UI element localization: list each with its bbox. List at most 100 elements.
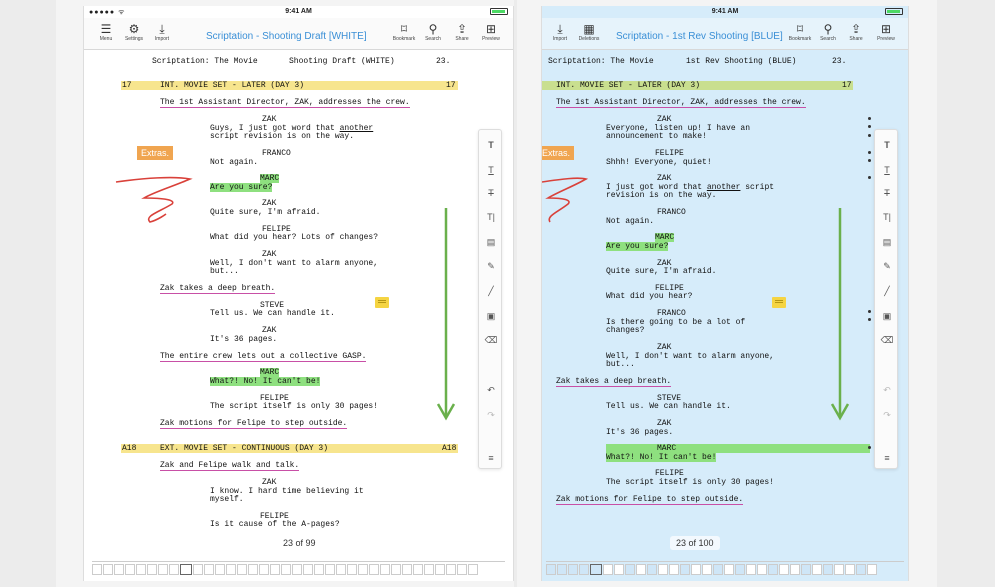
import-button[interactable]: ⤓ Import <box>546 22 574 42</box>
page-thumbnail[interactable] <box>834 564 844 575</box>
page-thumbnail-strip[interactable] <box>92 561 505 575</box>
menu-button[interactable]: ☰ Menu <box>92 22 120 42</box>
strikethrough-tool-icon[interactable]: T <box>488 188 494 198</box>
page-thumbnail[interactable] <box>248 564 258 575</box>
page-thumbnail[interactable] <box>691 564 701 575</box>
green-arrow-annotation[interactable] <box>830 206 850 422</box>
green-arrow-annotation[interactable] <box>436 206 456 422</box>
page-thumbnail[interactable] <box>347 564 357 575</box>
extras-tag[interactable]: Extras. <box>542 146 575 160</box>
page-thumbnail[interactable] <box>790 564 800 575</box>
eraser-tool-icon[interactable]: ⌫ <box>484 335 498 345</box>
page-thumbnail[interactable] <box>702 564 712 575</box>
share-button[interactable]: ⇪ Share <box>448 22 476 42</box>
page-thumbnail[interactable] <box>603 564 613 575</box>
page-thumbnail[interactable] <box>114 564 124 575</box>
page-thumbnail[interactable] <box>136 564 146 575</box>
page-thumbnail[interactable] <box>680 564 690 575</box>
redo-icon[interactable]: ↷ <box>883 410 891 420</box>
page-thumbnail[interactable] <box>402 564 412 575</box>
page-thumbnail[interactable] <box>292 564 302 575</box>
page-thumbnail[interactable] <box>435 564 445 575</box>
undo-icon[interactable]: ↶ <box>487 385 495 395</box>
share-button[interactable]: ⇪ Share <box>842 22 870 42</box>
preview-button[interactable]: ⊞ Preview <box>872 22 900 42</box>
page-thumbnail[interactable] <box>424 564 434 575</box>
page-thumbnail[interactable] <box>413 564 423 575</box>
page-thumbnail[interactable] <box>147 564 157 575</box>
page-thumbnail[interactable] <box>325 564 335 575</box>
page-thumbnail[interactable] <box>281 564 291 575</box>
preview-button[interactable]: ⊞ Preview <box>477 22 505 42</box>
page-thumbnail-strip[interactable] <box>546 561 904 575</box>
page-thumbnail[interactable] <box>336 564 346 575</box>
page-thumbnail[interactable] <box>468 564 478 575</box>
page-thumbnail[interactable] <box>314 564 324 575</box>
page-thumbnail[interactable] <box>457 564 467 575</box>
settings-button[interactable]: ⚙ Settings <box>120 22 148 42</box>
page-thumbnail[interactable] <box>546 564 556 575</box>
scribble-annotation[interactable] <box>542 174 590 226</box>
page-thumbnail[interactable] <box>614 564 624 575</box>
page-thumbnail[interactable] <box>92 564 102 575</box>
page-thumbnail[interactable] <box>204 564 214 575</box>
page-thumbnail[interactable] <box>779 564 789 575</box>
text-tool-icon[interactable]: T <box>884 140 890 150</box>
page-thumbnail[interactable] <box>557 564 567 575</box>
bookmark-button[interactable]: ⌑ Bookmark <box>786 22 814 42</box>
eraser-tool-icon[interactable]: ⌫ <box>880 335 894 345</box>
current-page-thumbnail[interactable] <box>590 564 602 575</box>
page-thumbnail[interactable] <box>823 564 833 575</box>
image-tool-icon[interactable]: ▣ <box>882 311 892 321</box>
page-thumbnail[interactable] <box>125 564 135 575</box>
text-cursor-tool-icon[interactable]: T| <box>487 212 495 222</box>
page-thumbnail[interactable] <box>193 564 203 575</box>
page-thumbnail[interactable] <box>735 564 745 575</box>
drag-handle-icon[interactable]: ≡ <box>884 453 890 463</box>
comment-tool-icon[interactable]: ▤ <box>882 237 892 247</box>
image-tool-icon[interactable]: ▣ <box>486 311 496 321</box>
scribble-annotation[interactable] <box>114 174 194 226</box>
line-tool-icon[interactable]: ╱ <box>884 286 890 296</box>
sticky-note-icon[interactable] <box>375 297 389 308</box>
extras-tag[interactable]: Extras. <box>137 146 174 160</box>
page-thumbnail[interactable] <box>446 564 456 575</box>
page-thumbnail[interactable] <box>169 564 179 575</box>
page-thumbnail[interactable] <box>647 564 657 575</box>
page-thumbnail[interactable] <box>226 564 236 575</box>
pen-tool-icon[interactable]: ✎ <box>883 261 891 271</box>
page-thumbnail[interactable] <box>568 564 578 575</box>
page-thumbnail[interactable] <box>757 564 767 575</box>
page-thumbnail[interactable] <box>845 564 855 575</box>
comment-tool-icon[interactable]: ▤ <box>486 237 496 247</box>
page-thumbnail[interactable] <box>669 564 679 575</box>
text-tool-icon[interactable]: T <box>488 140 494 150</box>
page-thumbnail[interactable] <box>801 564 811 575</box>
page-thumbnail[interactable] <box>391 564 401 575</box>
pen-tool-icon[interactable]: ✎ <box>487 261 495 271</box>
page-thumbnail[interactable] <box>237 564 247 575</box>
underline-text-tool-icon[interactable]: T <box>884 165 890 175</box>
line-tool-icon[interactable]: ╱ <box>488 286 494 296</box>
page-thumbnail[interactable] <box>380 564 390 575</box>
page-thumbnail[interactable] <box>215 564 225 575</box>
page-thumbnail[interactable] <box>658 564 668 575</box>
strikethrough-tool-icon[interactable]: T <box>884 188 890 198</box>
page-thumbnail[interactable] <box>856 564 866 575</box>
underline-text-tool-icon[interactable]: T <box>488 165 494 175</box>
redo-icon[interactable]: ↷ <box>487 410 495 420</box>
page-thumbnail[interactable] <box>713 564 723 575</box>
page-thumbnail[interactable] <box>303 564 313 575</box>
page-thumbnail[interactable] <box>724 564 734 575</box>
page-thumbnail[interactable] <box>369 564 379 575</box>
page-thumbnail[interactable] <box>270 564 280 575</box>
text-cursor-tool-icon[interactable]: T| <box>883 212 891 222</box>
undo-icon[interactable]: ↶ <box>883 385 891 395</box>
bookmark-button[interactable]: ⌑ Bookmark <box>390 22 418 42</box>
search-button[interactable]: ⚲ Search <box>419 22 447 42</box>
deletions-button[interactable]: ▦ Deletions <box>575 22 603 42</box>
page-thumbnail[interactable] <box>636 564 646 575</box>
page-thumbnail[interactable] <box>103 564 113 575</box>
search-button[interactable]: ⚲ Search <box>814 22 842 42</box>
page-thumbnail[interactable] <box>746 564 756 575</box>
